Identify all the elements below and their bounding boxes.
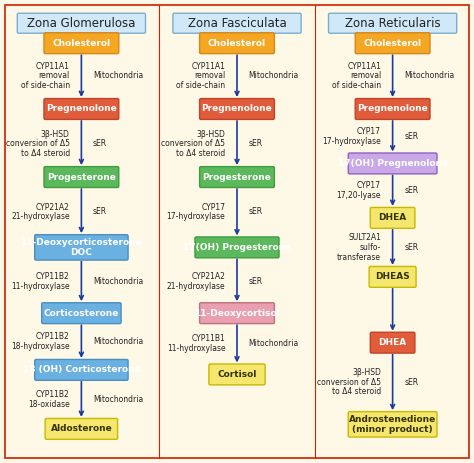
Text: 3β-HSD
conversion of Δ5
to Δ4 steroid: 3β-HSD conversion of Δ5 to Δ4 steroid [317,368,381,396]
FancyBboxPatch shape [370,332,415,353]
Text: CYP17
17,20-lyase: CYP17 17,20-lyase [337,181,381,200]
Text: 3β-HSD
conversion of Δ5
to Δ4 steroid: 3β-HSD conversion of Δ5 to Δ4 steroid [6,130,70,158]
Text: 18 (OH) Corticosterone: 18 (OH) Corticosterone [22,365,140,375]
Text: SULT2A1
sulfo-
transferase: SULT2A1 sulfo- transferase [337,233,381,262]
FancyBboxPatch shape [44,99,119,119]
Text: Corticosterone: Corticosterone [44,309,119,318]
Text: Pregnenolone: Pregnenolone [357,105,428,113]
Text: Zona Fasciculata: Zona Fasciculata [188,17,286,30]
Text: Androstenedione
(minor product): Androstenedione (minor product) [349,415,436,434]
FancyBboxPatch shape [35,235,128,260]
FancyBboxPatch shape [348,412,437,437]
Text: sER: sER [248,139,263,149]
Text: Mitochondria: Mitochondria [248,339,299,348]
Text: Cholesterol: Cholesterol [208,39,266,48]
FancyBboxPatch shape [35,359,128,380]
FancyBboxPatch shape [42,303,121,324]
Text: CYP11A1
removal
of side-chain: CYP11A1 removal of side-chain [21,62,70,90]
FancyBboxPatch shape [348,153,437,174]
Text: Mitochondria: Mitochondria [93,71,143,81]
Text: Mitochondria: Mitochondria [93,395,143,404]
FancyBboxPatch shape [200,33,274,54]
Text: 11-Deoxycorticosterone
DOC: 11-Deoxycorticosterone DOC [20,238,142,257]
Text: Progesterone: Progesterone [47,173,116,181]
Text: Cholesterol: Cholesterol [364,39,422,48]
Text: Cholesterol: Cholesterol [52,39,110,48]
Text: sER: sER [404,186,419,195]
FancyBboxPatch shape [328,13,457,33]
Text: Pregnenolone: Pregnenolone [201,105,273,113]
FancyBboxPatch shape [370,207,415,228]
Text: sER: sER [93,139,107,149]
Text: Mitochondria: Mitochondria [404,71,455,81]
FancyBboxPatch shape [195,237,279,258]
Text: Mitochondria: Mitochondria [248,71,299,81]
Text: CYP11B2
18-oxidase: CYP11B2 18-oxidase [28,390,70,409]
Text: 11-Deoxycortisol: 11-Deoxycortisol [194,309,280,318]
Text: Aldosterone: Aldosterone [51,425,112,433]
FancyBboxPatch shape [200,167,274,188]
Text: Pregnenolone: Pregnenolone [46,105,117,113]
Text: DHEAS: DHEAS [375,272,410,282]
Text: CYP11B1
11-hydroxylase: CYP11B1 11-hydroxylase [167,334,226,353]
Text: CYP11A1
removal
of side-chain: CYP11A1 removal of side-chain [332,62,381,90]
Text: Mitochondria: Mitochondria [93,277,143,286]
FancyBboxPatch shape [44,167,119,188]
Text: Progesterone: Progesterone [202,173,272,181]
FancyBboxPatch shape [44,33,119,54]
FancyBboxPatch shape [17,13,146,33]
FancyBboxPatch shape [200,303,274,324]
Text: Zona Glomerulosa: Zona Glomerulosa [27,17,136,30]
Text: Mitochondria: Mitochondria [93,337,143,346]
FancyBboxPatch shape [173,13,301,33]
Text: sER: sER [404,131,419,141]
Text: sER: sER [93,207,107,217]
Text: CYP17
17-hydroxylase: CYP17 17-hydroxylase [167,203,226,221]
FancyBboxPatch shape [369,266,416,288]
Text: CYP21A2
21-hydroxylase: CYP21A2 21-hydroxylase [167,272,226,291]
Text: CYP11B2
11-hydroxylase: CYP11B2 11-hydroxylase [11,272,70,291]
Text: CYP17
17-hydroxylase: CYP17 17-hydroxylase [322,127,381,145]
Text: DHEA: DHEA [379,213,407,222]
Text: 17(OH) Progesterone: 17(OH) Progesterone [183,243,291,252]
FancyBboxPatch shape [200,99,274,119]
Text: 3β-HSD
conversion of Δ5
to Δ4 steroid: 3β-HSD conversion of Δ5 to Δ4 steroid [161,130,226,158]
Text: CYP21A2
21-hydroxylase: CYP21A2 21-hydroxylase [11,203,70,221]
Text: CYP11B2
18-hydroxylase: CYP11B2 18-hydroxylase [11,332,70,350]
FancyBboxPatch shape [355,99,430,119]
Text: CYP11A1
removal
of side-chain: CYP11A1 removal of side-chain [176,62,226,90]
FancyBboxPatch shape [209,364,265,385]
Text: sER: sER [404,243,419,252]
FancyBboxPatch shape [355,33,430,54]
FancyBboxPatch shape [45,419,118,439]
Text: 17(OH) Pregnenolone: 17(OH) Pregnenolone [337,159,447,168]
Text: sER: sER [248,207,263,217]
Text: Cortisol: Cortisol [217,370,257,379]
Text: sER: sER [248,277,263,286]
Text: DHEA: DHEA [379,338,407,347]
Text: Zona Reticularis: Zona Reticularis [345,17,440,30]
Text: sER: sER [404,378,419,387]
